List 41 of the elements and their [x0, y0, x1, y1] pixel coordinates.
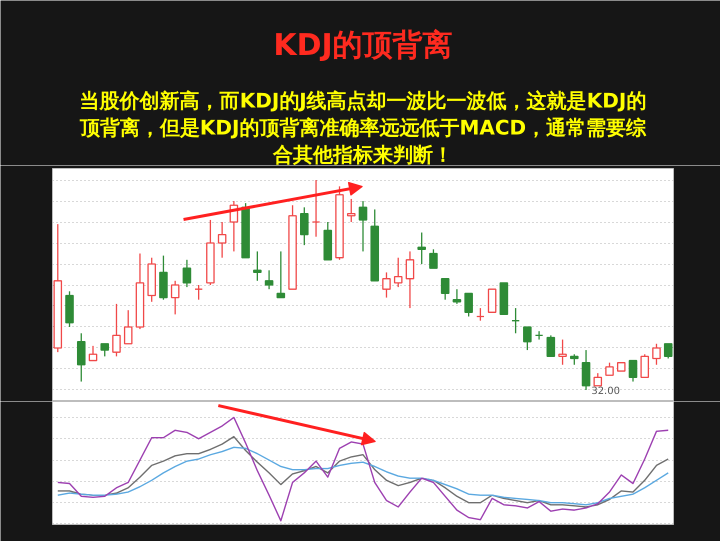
chart-subtitle: 当股价创新高，而KDJ的J线高点却一波比一波低，这就是KDJ的顶背离，但是KDJ的顶背离准确率远远低于MACD，通常需要综合其他指标来判断！: [78, 88, 648, 166]
candlestick: [546, 334, 556, 358]
candlestick: [76, 332, 86, 382]
candlestick: [593, 372, 602, 386]
candlestick: [346, 198, 356, 223]
candlestick: [276, 250, 286, 298]
candlestick: [394, 257, 403, 288]
candlestick: [558, 338, 567, 366]
annotation: 32.00: [591, 386, 620, 397]
candlestick: [300, 206, 309, 246]
candlestick: [182, 259, 192, 288]
candlestick: [253, 250, 262, 282]
candlestick: [170, 280, 180, 316]
candlestick: [570, 354, 579, 366]
candlestick: [511, 307, 520, 334]
candlestick: [476, 307, 485, 322]
candlestick: [488, 288, 496, 313]
candlestick: [582, 349, 590, 391]
candlestick: [664, 343, 673, 360]
candlestick: [124, 310, 133, 344]
candlestick: [264, 270, 274, 290]
chart-title: KDJ的顶背离: [273, 28, 453, 63]
candlestick: [640, 354, 650, 378]
candlestick: [312, 179, 320, 238]
candlestick: [464, 292, 473, 318]
candlestick: [652, 343, 661, 366]
candlestick: [429, 248, 438, 269]
candlestick: [382, 272, 391, 298]
candlestick: [452, 288, 462, 305]
candlestick: [218, 221, 226, 258]
candlestick: [194, 284, 203, 300]
candlestick: [112, 303, 121, 358]
candlestick: [417, 232, 426, 265]
candlestick: [605, 362, 614, 376]
candlestick: [358, 200, 368, 252]
candlestick: [523, 326, 532, 351]
candlestick: [88, 345, 98, 362]
candlestick: [440, 278, 450, 300]
candlestick: [628, 360, 638, 382]
candlestick: [406, 250, 414, 309]
candlestick: [100, 343, 110, 358]
